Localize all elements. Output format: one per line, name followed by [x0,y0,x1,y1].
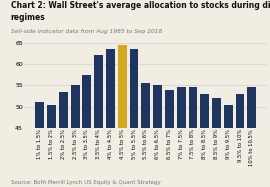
Bar [224,105,233,128]
Bar [165,90,174,128]
Bar [47,105,56,128]
Bar [106,49,115,128]
Bar [118,45,127,128]
Bar [35,102,44,128]
Bar [71,85,80,128]
Bar [188,88,197,128]
Bar [59,92,68,128]
Bar [236,94,244,128]
Bar [130,49,139,128]
Bar [82,75,91,128]
Text: Source: BofA Merrill Lynch US Equity & Quant Strategy: Source: BofA Merrill Lynch US Equity & Q… [11,180,161,185]
Bar [177,88,185,128]
Bar [200,94,209,128]
Bar [94,55,103,128]
Bar [153,85,162,128]
Text: Sell-side indicator data from Aug 1985 to Sep 2018: Sell-side indicator data from Aug 1985 t… [11,29,162,34]
Text: Chart 2: Wall Street's average allocation to stocks during different rate
regime: Chart 2: Wall Street's average allocatio… [11,1,270,22]
Bar [212,98,221,128]
Bar [247,88,256,128]
Bar [141,83,150,128]
